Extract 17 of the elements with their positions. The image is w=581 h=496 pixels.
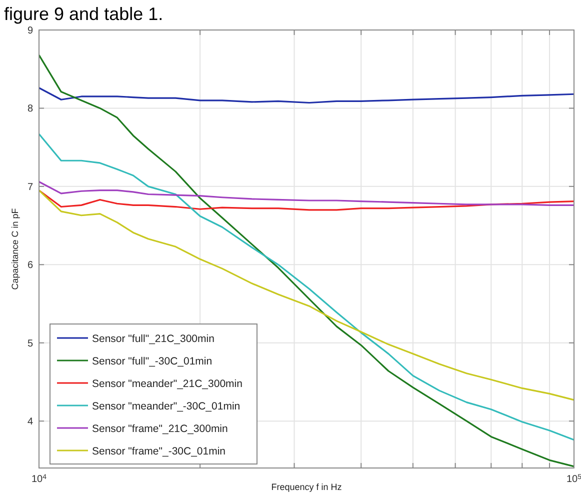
y-tick-label: 4 — [27, 416, 34, 428]
x-tick-label: 10$^{5}$ — [566, 474, 581, 485]
legend-label: Sensor "frame"_21C_300min — [92, 423, 228, 435]
y-tick-label: 5 — [27, 338, 34, 350]
y-tick-label: 6 — [27, 260, 34, 272]
legend-label: Sensor "full"_-30C_01min — [92, 356, 212, 368]
x-axis-title: Frequency f in Hz — [271, 482, 342, 492]
y-axis-title: Capacitance C in pF — [10, 208, 20, 290]
legend-label: Sensor "meander"_21C_300min — [92, 378, 243, 390]
y-tick-label: 8 — [27, 104, 34, 115]
y-tick-label: 9 — [27, 26, 34, 36]
legend-label: Sensor "meander"_-30C_01min — [92, 400, 240, 412]
caption: figure 9 and table 1. — [4, 4, 164, 24]
x-tick-label: 10$^{4}$ — [31, 474, 47, 485]
y-tick-label: 7 — [27, 182, 34, 193]
legend-label: Sensor "full"_21C_300min — [92, 333, 215, 345]
legend-label: Sensor "frame"_-30C_01min — [92, 446, 226, 458]
